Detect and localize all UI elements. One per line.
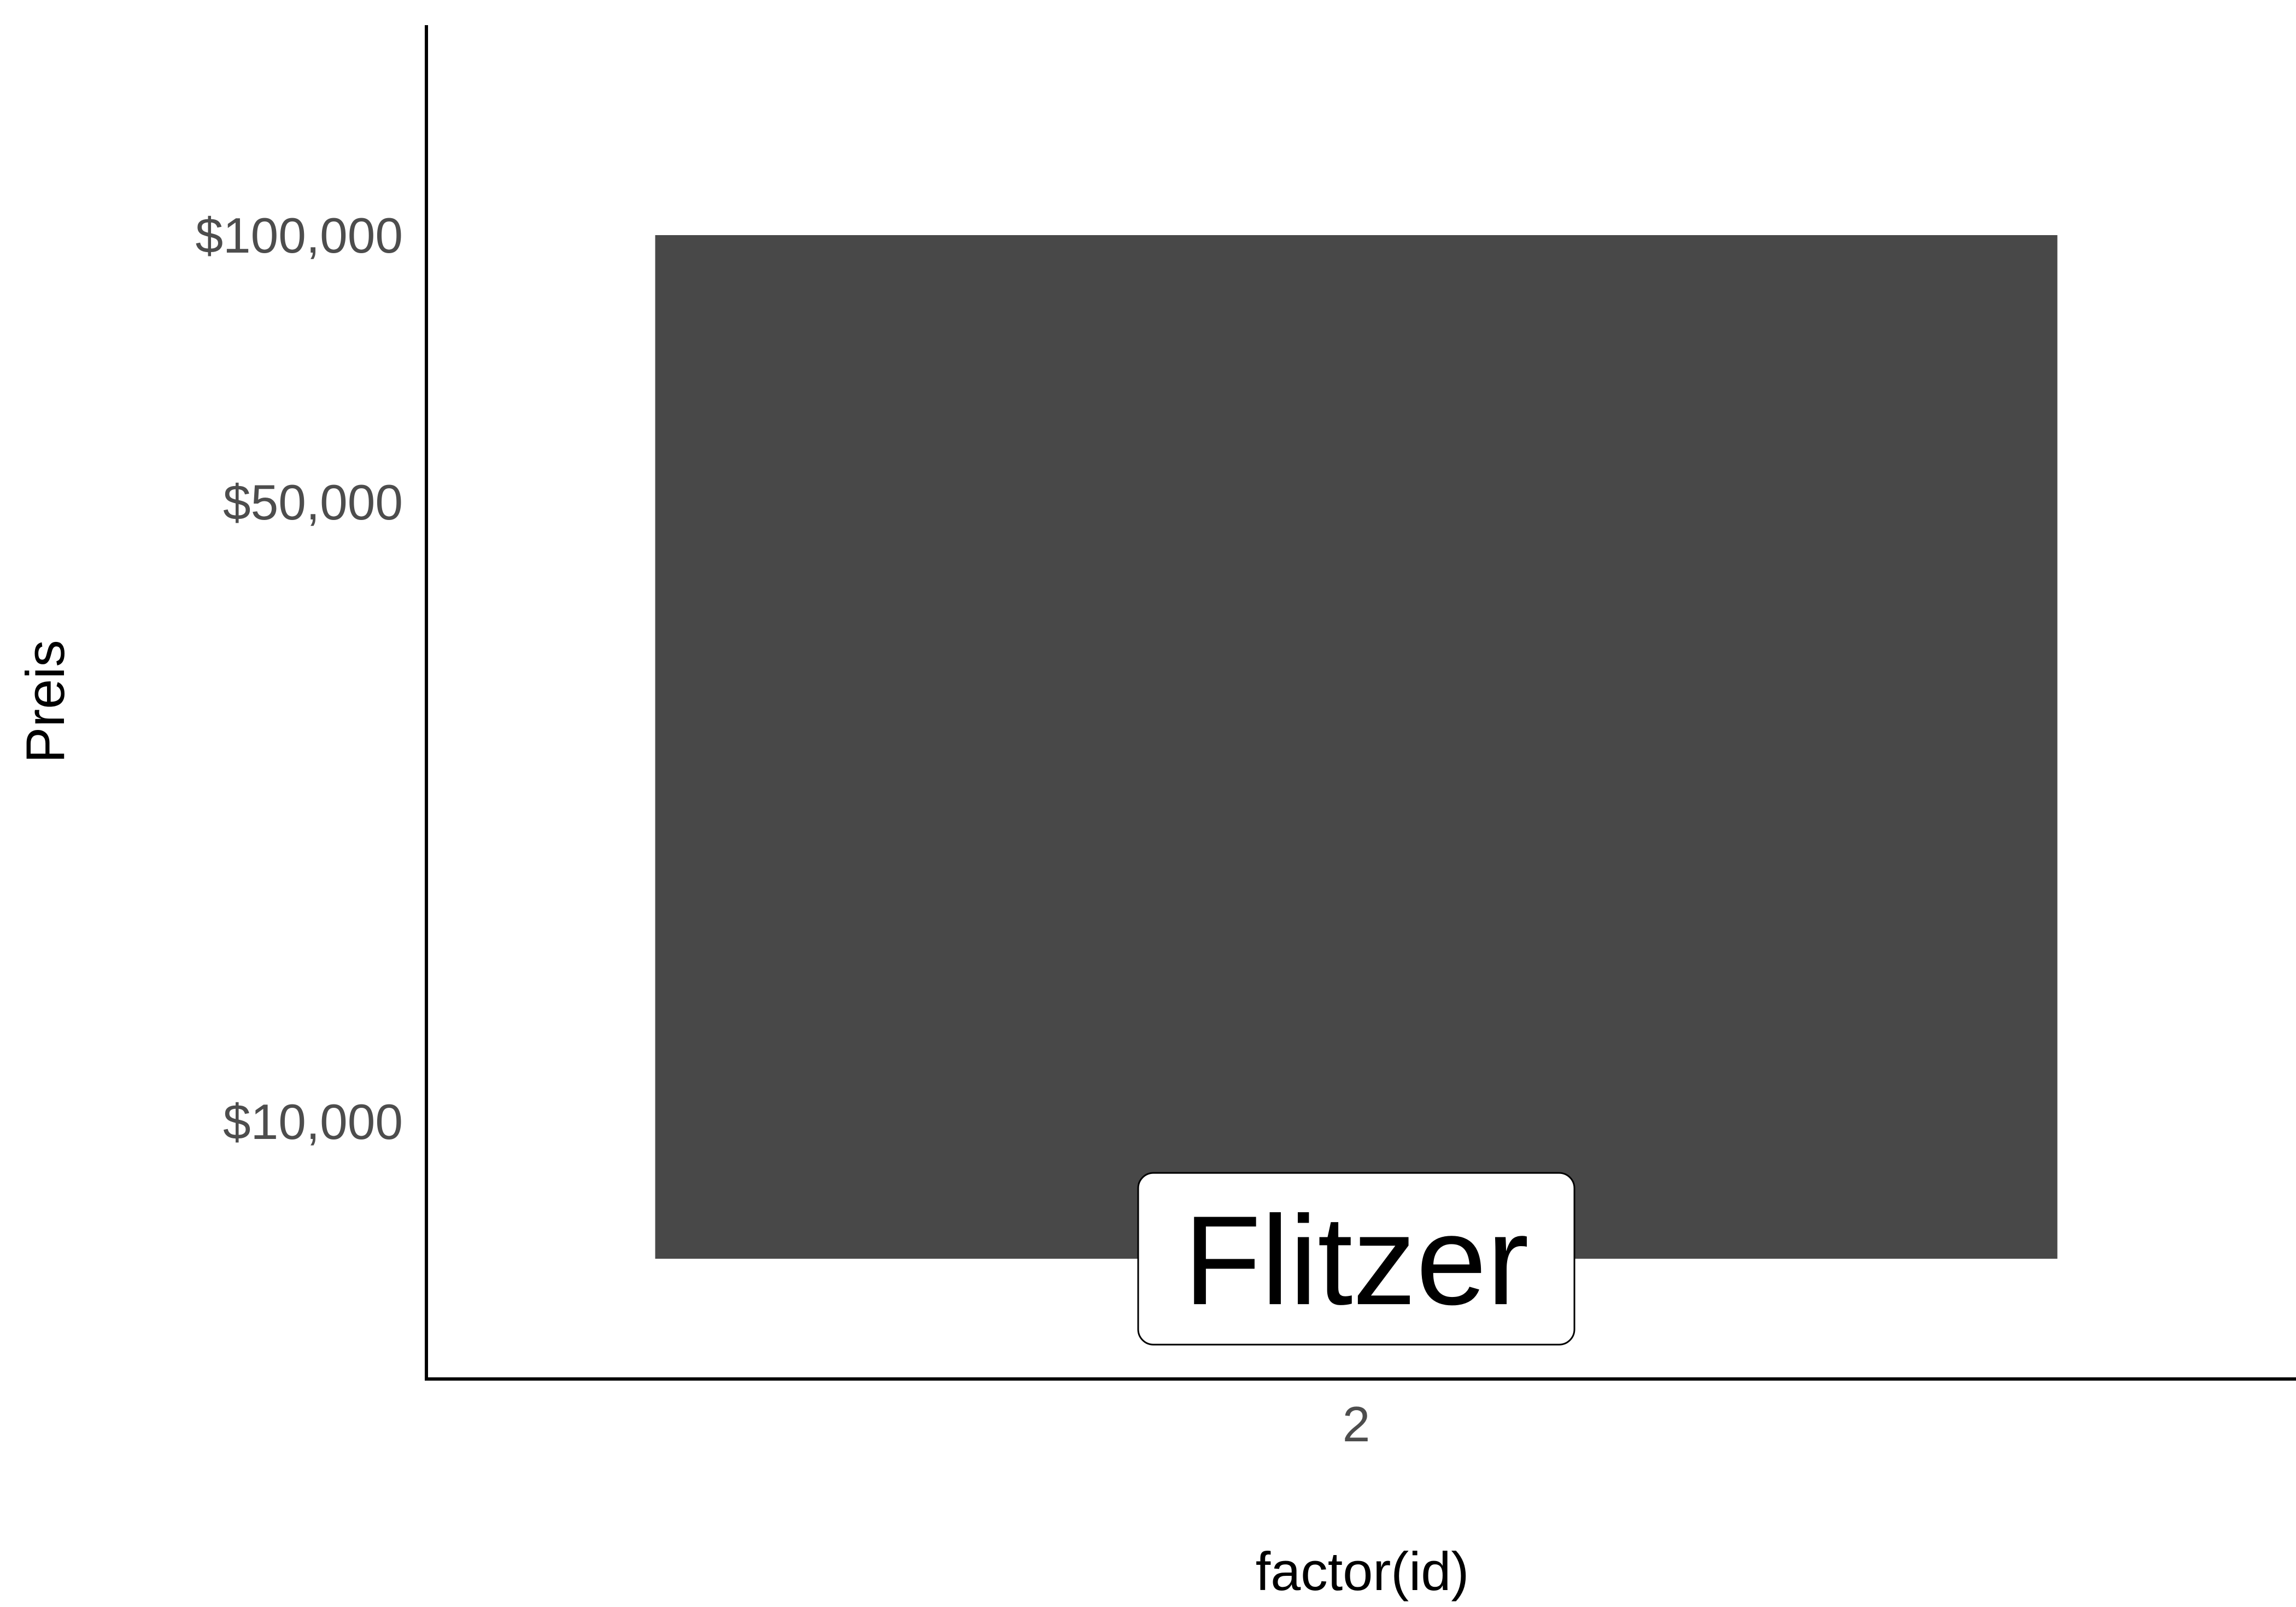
bar-layer: [655, 235, 2058, 1259]
bar-label-text: Flitzer: [1184, 1190, 1529, 1331]
y-axis-title: Preis: [15, 640, 75, 763]
bar-label-box: [1137, 1172, 1575, 1346]
y-tick-label: $100,000: [195, 208, 403, 264]
x-tick-labels: 2: [1343, 1397, 1370, 1452]
bar-label: Flitzer: [1137, 1172, 1575, 1346]
x-axis-title: factor(id): [1256, 1541, 1469, 1602]
bar-label-layer: Flitzer: [1137, 1172, 1575, 1346]
y-tick-label: $10,000: [223, 1095, 403, 1150]
bar: [655, 235, 2058, 1259]
y-tick-label: $50,000: [223, 475, 403, 530]
y-tick-labels: $10,000 $50,000 $100,000: [195, 208, 403, 1150]
x-tick-label: 2: [1343, 1397, 1370, 1452]
